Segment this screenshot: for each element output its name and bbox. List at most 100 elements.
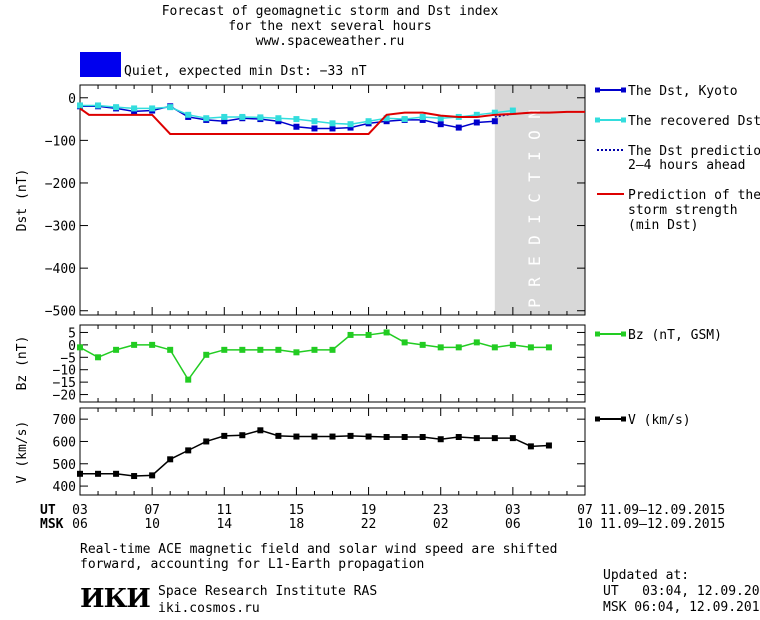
legend-dst-recovered-label: The recovered Dst bbox=[628, 114, 760, 129]
data-point bbox=[293, 123, 300, 130]
title-line-1: Forecast of geomagnetic storm and Dst in… bbox=[161, 4, 499, 19]
data-point bbox=[545, 344, 552, 351]
data-point bbox=[401, 116, 408, 123]
ut-tick-label: 15 bbox=[289, 503, 305, 518]
y-tick-label: 5 bbox=[68, 326, 76, 341]
prediction-letter: D bbox=[525, 235, 544, 245]
ut-label: UT bbox=[40, 503, 56, 518]
bz-axis-label: Bz (nT) bbox=[15, 336, 30, 391]
data-point bbox=[131, 341, 138, 348]
updated-ut: UT 03:04, 12.09.2015 bbox=[603, 584, 760, 599]
data-point bbox=[437, 436, 444, 443]
legend-dst-recovered-marker bbox=[595, 117, 600, 123]
data-point bbox=[419, 113, 426, 120]
footer-note-line-1: Real-time ACE magnetic field and solar w… bbox=[80, 542, 558, 557]
data-point bbox=[311, 118, 318, 125]
data-point bbox=[239, 432, 246, 439]
v-axis-label: V (km/s) bbox=[15, 421, 30, 484]
msk-tick-label: 10 bbox=[577, 517, 593, 532]
msk-tick-label: 06 bbox=[72, 517, 88, 532]
data-point bbox=[95, 354, 102, 361]
legend-storm-label: (min Dst) bbox=[628, 218, 698, 233]
data-point bbox=[131, 105, 138, 112]
data-point bbox=[491, 344, 498, 351]
data-point bbox=[347, 124, 354, 131]
y-tick-label: −15 bbox=[53, 376, 76, 391]
data-point bbox=[77, 344, 83, 351]
data-point bbox=[185, 111, 192, 118]
data-point bbox=[455, 344, 462, 351]
data-point bbox=[149, 341, 156, 348]
legend-dst-kyoto-label: The Dst, Kyoto bbox=[628, 84, 738, 99]
updated-msk: MSK 06:04, 12.09.2015 bbox=[603, 600, 760, 615]
y-tick-label: −5 bbox=[60, 351, 76, 366]
y-tick-label: −100 bbox=[45, 134, 76, 149]
org-name: Space Research Institute RAS bbox=[158, 584, 378, 599]
ut-tick-label: 07 bbox=[577, 503, 593, 518]
data-point bbox=[509, 341, 516, 348]
data-point bbox=[293, 433, 300, 440]
footer-note: Real-time ACE magnetic field and solar w… bbox=[80, 542, 557, 572]
msk-tick-label: 14 bbox=[216, 517, 232, 532]
data-point bbox=[509, 435, 516, 442]
data-point bbox=[347, 121, 354, 128]
ut-tick-label: 11 bbox=[216, 503, 232, 518]
data-point bbox=[221, 346, 228, 353]
msk-tick-label: 10 bbox=[144, 517, 160, 532]
chart-title: Forecast of geomagnetic storm and Dst in… bbox=[80, 4, 580, 49]
legend-bz-marker bbox=[595, 331, 600, 337]
ut-tick-label: 03 bbox=[72, 503, 88, 518]
data-point bbox=[311, 346, 318, 353]
data-point bbox=[113, 104, 120, 111]
data-point bbox=[239, 113, 246, 120]
data-point bbox=[329, 346, 336, 353]
data-point bbox=[257, 346, 264, 353]
iki-logo: ИКИ bbox=[80, 584, 151, 614]
data-point bbox=[77, 102, 83, 109]
org-url[interactable]: iki.cosmos.ru bbox=[158, 601, 260, 616]
data-point bbox=[311, 125, 318, 132]
legend-bz-marker bbox=[621, 331, 626, 337]
legend-v-marker bbox=[621, 416, 626, 422]
data-point bbox=[131, 473, 138, 480]
y-tick-label: 600 bbox=[53, 435, 76, 450]
msk-tick-label: 22 bbox=[361, 517, 377, 532]
series-line-dst-0 bbox=[80, 105, 495, 130]
y-tick-label: 0 bbox=[68, 339, 76, 354]
title-line-2: for the next several hours bbox=[228, 19, 432, 34]
data-point bbox=[347, 432, 354, 439]
data-point bbox=[311, 433, 318, 440]
data-point bbox=[221, 432, 228, 439]
data-point bbox=[473, 119, 480, 126]
y-tick-label: 500 bbox=[53, 458, 76, 473]
data-point bbox=[293, 349, 300, 356]
msk-tick-label: 06 bbox=[505, 517, 521, 532]
legend-v-label: V (km/s) bbox=[628, 413, 691, 428]
legend-v-marker bbox=[595, 416, 600, 422]
data-point bbox=[455, 434, 462, 440]
status-color-box bbox=[80, 52, 121, 77]
data-point bbox=[365, 433, 372, 440]
data-point bbox=[149, 105, 156, 112]
prediction-letter: N bbox=[525, 109, 544, 119]
data-point bbox=[275, 346, 282, 353]
y-tick-label: −20 bbox=[53, 389, 76, 404]
data-point bbox=[185, 447, 192, 454]
data-point bbox=[257, 114, 264, 121]
data-point bbox=[293, 116, 300, 123]
legend-dst-prediction-label: The Dst prediction bbox=[628, 144, 760, 159]
prediction-letter: C bbox=[525, 193, 544, 203]
data-point bbox=[491, 435, 498, 442]
legend-dst-prediction-label: 2–4 hours ahead bbox=[628, 158, 745, 173]
data-point bbox=[329, 120, 336, 127]
footer-note-line-2: forward, accounting for L1-Earth propaga… bbox=[80, 557, 425, 572]
data-point bbox=[473, 111, 480, 118]
data-point bbox=[203, 351, 210, 358]
y-tick-label: −200 bbox=[45, 177, 76, 192]
data-point bbox=[545, 442, 552, 449]
data-point bbox=[491, 109, 498, 116]
data-point bbox=[383, 434, 390, 440]
updated-label: Updated at: bbox=[603, 568, 690, 583]
data-point bbox=[329, 125, 336, 132]
